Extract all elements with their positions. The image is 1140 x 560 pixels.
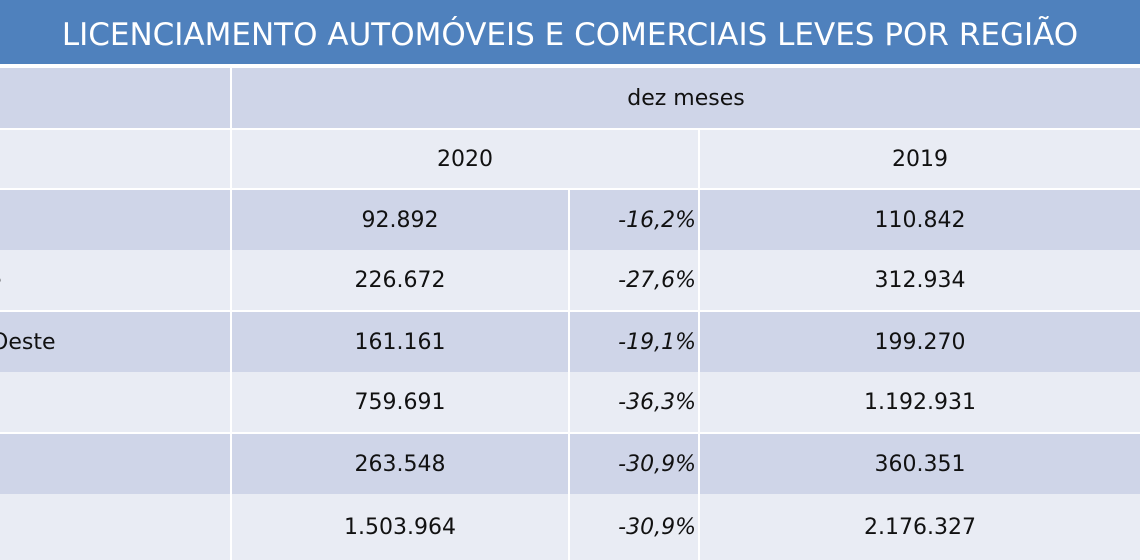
cell-text: -16,2%	[618, 207, 696, 233]
year-header: 2020	[232, 130, 698, 188]
pct-change: -19,1%	[570, 312, 698, 372]
pct-change: -30,9%	[570, 434, 698, 494]
row-label	[0, 190, 230, 250]
row-label: Oeste	[0, 312, 230, 372]
value-cell: 1.192.931	[700, 372, 1140, 432]
table-title: LICENCIAMENTO AUTOMÓVEIS E COMERCIAIS LE…	[0, 0, 1140, 64]
pct-change: -16,2%	[570, 190, 698, 250]
cell-text: 312.934	[874, 267, 966, 293]
cell-text: e	[0, 268, 2, 293]
cell-text: Oeste	[0, 329, 56, 355]
cell-text: -30,9%	[618, 514, 696, 540]
year-header: 2019	[700, 130, 1140, 188]
period-header: dez meses	[232, 68, 1140, 128]
value-cell: 92.892	[232, 190, 568, 250]
value-cell: 759.691	[232, 372, 568, 432]
cell-text: 161.161	[354, 329, 446, 355]
cell-text: 92.892	[361, 207, 439, 233]
cell-text: 2020	[437, 146, 493, 172]
cell-text: 110.842	[874, 207, 966, 233]
row-label	[0, 372, 230, 432]
value-cell: 110.842	[700, 190, 1140, 250]
cell-text: 2.176.327	[864, 514, 976, 540]
cell-text: 1.503.964	[344, 514, 456, 540]
value-cell: 1.503.964	[232, 494, 568, 560]
cell-text: -36,3%	[618, 389, 696, 415]
header-blank	[0, 68, 230, 128]
value-cell: 360.351	[700, 434, 1140, 494]
pct-change: -27,6%	[570, 250, 698, 310]
cell-text: -19,1%	[618, 329, 696, 355]
value-cell: 2.176.327	[700, 494, 1140, 560]
value-cell: 226.672	[232, 250, 568, 310]
cell-text: 360.351	[874, 451, 966, 477]
row-label	[0, 494, 230, 560]
header-blank	[0, 130, 230, 188]
row-label	[0, 434, 230, 494]
value-cell: 263.548	[232, 434, 568, 494]
pct-change: -30,9%	[570, 494, 698, 560]
pct-change: -36,3%	[570, 372, 698, 432]
cell-text: -27,6%	[618, 267, 696, 293]
cell-text: 759.691	[354, 389, 446, 415]
cell-text: 1.192.931	[864, 389, 976, 415]
cell-text: 263.548	[354, 451, 446, 477]
row-label: e	[0, 250, 230, 310]
value-cell: 199.270	[700, 312, 1140, 372]
cell-text: -30,9%	[618, 451, 696, 477]
cell-text: dez meses	[627, 85, 745, 111]
value-cell: 312.934	[700, 250, 1140, 310]
cell-text: 2019	[892, 146, 948, 172]
cell-text: 199.270	[874, 329, 966, 355]
value-cell: 161.161	[232, 312, 568, 372]
cell-text: 226.672	[354, 267, 446, 293]
